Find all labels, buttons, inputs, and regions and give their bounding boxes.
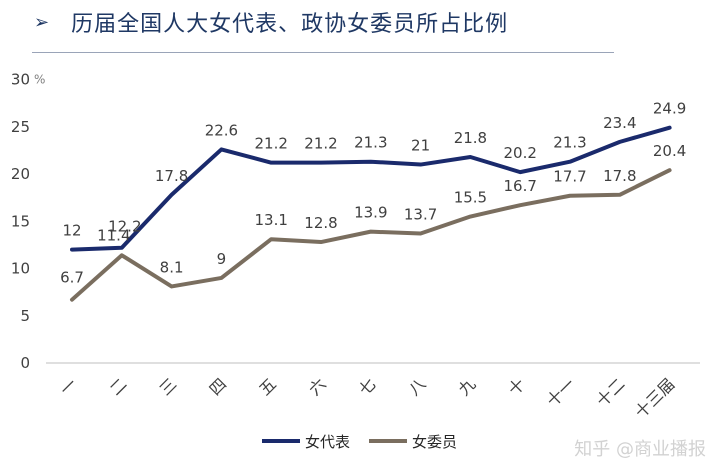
data-label: 23.4 <box>603 114 636 132</box>
x-tick-label: 六 <box>305 374 330 399</box>
data-label: 15.5 <box>454 189 487 207</box>
x-tick-label: 九 <box>454 374 479 399</box>
y-unit-label: % <box>34 73 45 87</box>
title-divider <box>32 52 614 53</box>
legend-label: 女委员 <box>412 433 457 451</box>
x-tick-label: 十一 <box>543 374 579 410</box>
title-arrow-icon: ➢ <box>34 11 50 33</box>
legend-label: 女代表 <box>305 433 350 451</box>
y-tick-label: 10 <box>11 260 30 278</box>
data-label: 13.7 <box>404 206 437 224</box>
x-tick-label: 十 <box>504 374 529 399</box>
x-tick-label: 一 <box>56 374 81 399</box>
y-tick-label: 25 <box>11 118 30 136</box>
y-tick-label: 5 <box>20 307 30 325</box>
data-label: 12.2 <box>108 218 141 236</box>
data-label: 20.2 <box>503 144 536 162</box>
x-tick-label: 四 <box>205 374 230 399</box>
watermark: 知乎 @商业播报 <box>574 439 706 460</box>
x-tick-label: 十二 <box>593 374 629 410</box>
x-tick-label: 十三届 <box>631 374 678 421</box>
data-label: 13.9 <box>354 204 387 222</box>
series-line-committee-members <box>70 168 672 302</box>
data-label: 21.8 <box>454 129 487 147</box>
data-label: 16.7 <box>503 177 536 195</box>
x-tick-label: 五 <box>255 374 280 399</box>
x-tick-label: 二 <box>106 374 131 399</box>
data-label: 21.3 <box>354 134 387 152</box>
data-label: 21.2 <box>304 135 337 153</box>
data-label: 12.8 <box>304 214 337 232</box>
series-line-representatives <box>70 125 672 252</box>
y-tick-label: 15 <box>11 212 30 230</box>
data-label: 20.4 <box>653 142 686 160</box>
page-title: 历届全国人大女代表、政协女委员所占比例 <box>71 12 509 37</box>
data-label: 12 <box>62 222 81 240</box>
data-label: 6.7 <box>60 269 84 287</box>
data-label: 11.4 <box>97 226 130 244</box>
data-label: 17.8 <box>155 167 188 185</box>
x-tick-label: 三 <box>156 374 181 399</box>
x-tick-label: 七 <box>355 374 380 399</box>
title-row: ➢ 历届全国人大女代表、政协女委员所占比例 <box>34 6 508 38</box>
data-label: 9 <box>217 250 227 268</box>
data-label: 21.3 <box>553 134 586 152</box>
data-label: 17.8 <box>603 167 636 185</box>
data-label: 21.2 <box>254 135 287 153</box>
x-tick-label: 八 <box>405 374 430 399</box>
data-label: 21 <box>411 137 430 155</box>
data-label: 17.7 <box>553 168 586 186</box>
data-label: 8.1 <box>160 258 184 276</box>
data-label: 13.1 <box>254 211 287 229</box>
y-tick-label: 20 <box>11 165 30 183</box>
data-label: 22.6 <box>205 121 238 139</box>
data-label: 24.9 <box>653 100 686 118</box>
y-tick-label: 30 <box>11 71 30 89</box>
y-tick-label: 0 <box>20 354 30 372</box>
